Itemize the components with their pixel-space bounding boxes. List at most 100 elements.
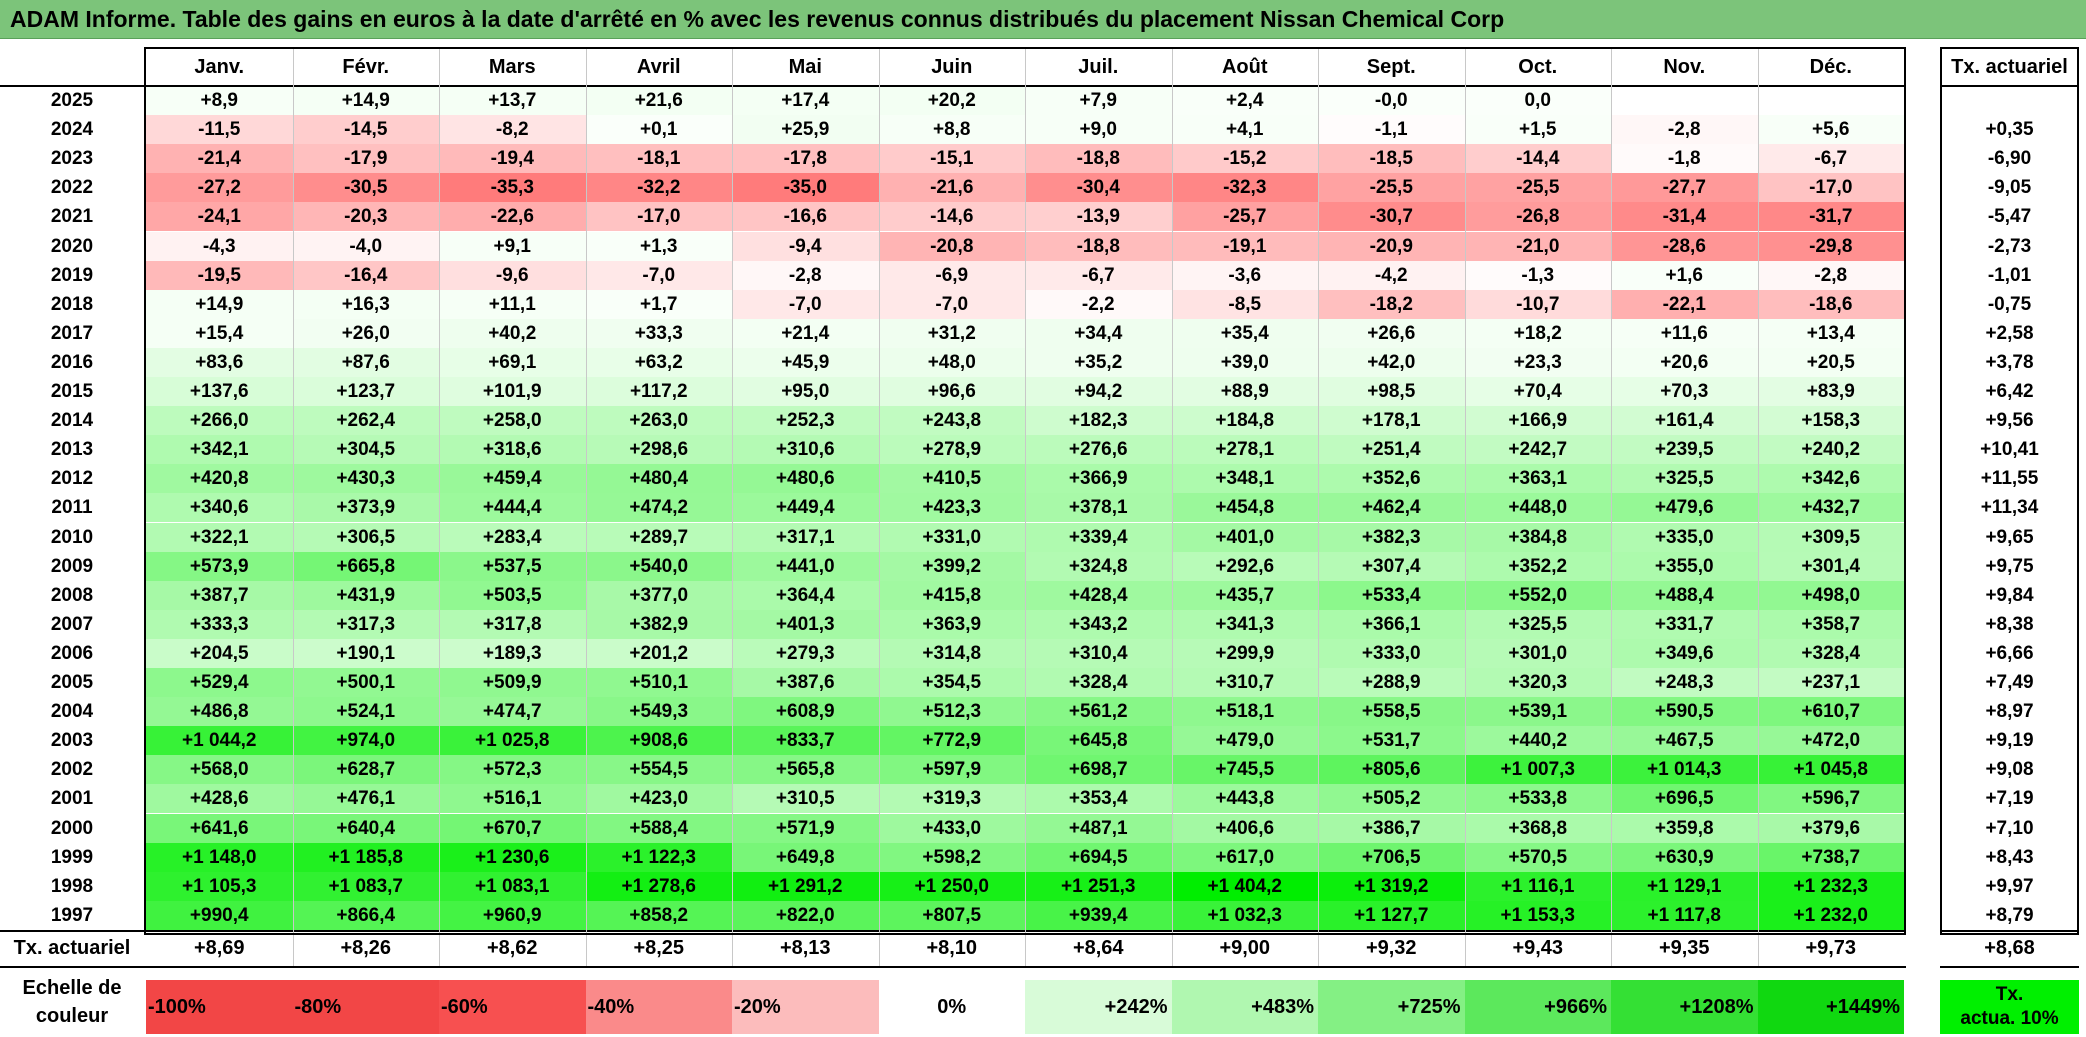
table-cell[interactable]: +610,7 [1757,697,1904,727]
table-cell[interactable]: +328,4 [1757,638,1904,668]
table-cell[interactable]: +500,1 [292,668,439,698]
table-cell[interactable]: +428,6 [146,784,293,814]
table-cell[interactable]: +7,9 [1025,86,1172,116]
table-cell[interactable]: +366,9 [1025,464,1172,494]
table-cell[interactable]: +476,1 [292,784,439,814]
table-cell[interactable]: +1 319,2 [1318,871,1465,901]
table-cell[interactable]: +479,0 [1171,726,1318,756]
table-cell[interactable]: +355,0 [1611,551,1758,581]
table-cell[interactable]: +444,4 [439,493,586,523]
table-cell[interactable]: +342,6 [1757,464,1904,494]
table-cell[interactable]: -26,8 [1464,202,1611,232]
table-cell[interactable]: +558,5 [1318,697,1465,727]
table-cell[interactable]: +20,6 [1611,347,1758,377]
table-cell[interactable]: +289,7 [585,522,732,552]
table-cell[interactable]: -1,3 [1464,260,1611,290]
table-cell[interactable]: +9,1 [439,231,586,261]
table-cell[interactable]: +328,4 [1025,668,1172,698]
table-cell[interactable]: +339,4 [1025,522,1172,552]
table-cell[interactable]: -22,6 [439,202,586,232]
table-cell[interactable]: +568,0 [146,755,293,785]
table-cell[interactable]: +190,1 [292,638,439,668]
table-cell[interactable]: +70,4 [1464,377,1611,407]
table-cell[interactable]: -13,9 [1025,202,1172,232]
table-cell[interactable]: +428,4 [1025,580,1172,610]
table-cell[interactable]: +266,0 [146,406,293,436]
table-cell[interactable]: +96,6 [878,377,1025,407]
table-cell[interactable]: +630,9 [1611,842,1758,872]
table-cell[interactable]: 0,0 [1464,86,1611,116]
table-cell[interactable]: +11,6 [1611,318,1758,348]
table-cell[interactable]: +242,7 [1464,435,1611,465]
table-cell[interactable]: -28,6 [1611,231,1758,261]
table-cell[interactable]: -31,7 [1757,202,1904,232]
table-cell[interactable]: -30,5 [292,173,439,203]
table-cell[interactable]: +1 032,3 [1171,900,1318,930]
table-cell[interactable]: +772,9 [878,726,1025,756]
table-cell[interactable]: -2,2 [1025,289,1172,319]
table-cell[interactable]: +745,5 [1171,755,1318,785]
table-cell[interactable]: +510,1 [585,668,732,698]
table-cell[interactable]: +23,3 [1464,347,1611,377]
table-cell[interactable]: +18,2 [1464,318,1611,348]
table-cell[interactable]: -20,8 [878,231,1025,261]
table-cell[interactable]: +0,1 [585,115,732,145]
table-cell[interactable]: +617,0 [1171,842,1318,872]
table-cell[interactable]: +1 153,3 [1464,900,1611,930]
table-cell[interactable]: -19,4 [439,144,586,174]
table-cell[interactable]: +533,4 [1318,580,1465,610]
table-cell[interactable]: -2,8 [1611,115,1758,145]
table-cell[interactable]: -1,8 [1611,144,1758,174]
table-cell[interactable]: +1,6 [1611,260,1758,290]
table-cell[interactable]: +487,1 [1025,813,1172,843]
table-cell[interactable]: -6,9 [878,260,1025,290]
table-cell[interactable]: +387,6 [732,668,879,698]
table-cell[interactable]: -8,5 [1171,289,1318,319]
table-cell[interactable]: +435,7 [1171,580,1318,610]
table-cell[interactable]: -19,5 [146,260,293,290]
table-cell[interactable]: +415,8 [878,580,1025,610]
table-cell[interactable]: +101,9 [439,377,586,407]
table-cell[interactable]: +549,3 [585,697,732,727]
table-cell[interactable]: +486,8 [146,697,293,727]
table-cell[interactable]: +318,6 [439,435,586,465]
table-cell[interactable]: +1 007,3 [1464,755,1611,785]
table-cell[interactable]: +401,0 [1171,522,1318,552]
table-cell[interactable]: +641,6 [146,813,293,843]
table-cell[interactable]: -4,0 [292,231,439,261]
table-cell[interactable]: +26,0 [292,318,439,348]
table-cell[interactable]: -0,0 [1318,86,1465,116]
table-cell[interactable]: +364,4 [732,580,879,610]
table-cell[interactable]: +94,2 [1025,377,1172,407]
table-cell[interactable]: +573,9 [146,551,293,581]
table-cell[interactable]: -35,3 [439,173,586,203]
table-cell[interactable]: +908,6 [585,726,732,756]
table-cell[interactable]: +440,2 [1464,726,1611,756]
table-cell[interactable]: +283,4 [439,522,586,552]
table-cell[interactable]: +262,4 [292,406,439,436]
table-cell[interactable]: -32,3 [1171,173,1318,203]
table-cell[interactable]: +588,4 [585,813,732,843]
table-cell[interactable]: +95,0 [732,377,879,407]
table-cell[interactable]: -21,6 [878,173,1025,203]
table-cell[interactable]: +301,4 [1757,551,1904,581]
table-cell[interactable]: +410,5 [878,464,1025,494]
table-cell[interactable]: +1 044,2 [146,726,293,756]
table-cell[interactable]: +462,4 [1318,493,1465,523]
table-cell[interactable]: -18,6 [1757,289,1904,319]
table-cell[interactable]: +48,0 [878,347,1025,377]
table-cell[interactable]: -29,8 [1757,231,1904,261]
table-cell[interactable]: +512,3 [878,697,1025,727]
table-cell[interactable]: +1 278,6 [585,871,732,901]
table-cell[interactable]: +21,6 [585,86,732,116]
table-cell[interactable]: +11,1 [439,289,586,319]
table-cell[interactable]: +516,1 [439,784,586,814]
table-cell[interactable]: +317,3 [292,609,439,639]
table-cell[interactable]: +45,9 [732,347,879,377]
table-cell[interactable]: +384,8 [1464,522,1611,552]
table-cell[interactable]: +88,9 [1171,377,1318,407]
table-cell[interactable]: +243,8 [878,406,1025,436]
table-cell[interactable]: +373,9 [292,493,439,523]
table-cell[interactable]: +15,4 [146,318,293,348]
table-cell[interactable]: +31,2 [878,318,1025,348]
